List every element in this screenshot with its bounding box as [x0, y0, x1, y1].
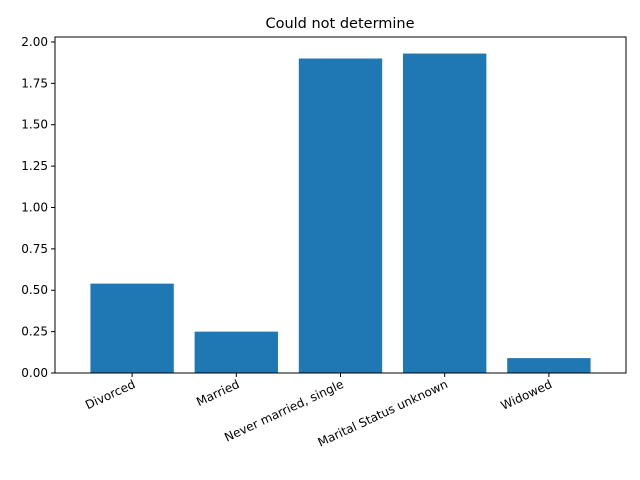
- bar-widowed: [507, 358, 591, 373]
- y-tick-label: 1.25: [21, 159, 48, 173]
- bar-divorced: [90, 283, 174, 373]
- y-tick-label: 1.75: [21, 76, 48, 90]
- y-tick-label: 1.50: [21, 118, 48, 132]
- y-tick-label: 0.75: [21, 242, 48, 256]
- y-tick-label: 0.50: [21, 283, 48, 297]
- bar-marital-status-unknown: [403, 53, 487, 373]
- chart-title: Could not determine: [265, 16, 414, 32]
- y-tick-label: 0.25: [21, 325, 48, 339]
- bars-group: [90, 53, 591, 373]
- x-tick-label: Divorced: [83, 377, 137, 412]
- y-tick-label: 1.00: [21, 200, 48, 214]
- bar-never-married-single: [298, 58, 383, 373]
- x-tick-label: Married: [194, 377, 241, 409]
- y-tick-label: 0.00: [21, 366, 48, 380]
- y-tick-label: 2.00: [21, 35, 48, 49]
- y-axis: 0.00 0.25 0.50 0.75 1.00 1.25 1.50 1.75 2.00: [21, 35, 55, 380]
- x-tick-label: Widowed: [499, 377, 555, 413]
- plot-frame: [54, 36, 627, 374]
- bar-married: [194, 331, 278, 373]
